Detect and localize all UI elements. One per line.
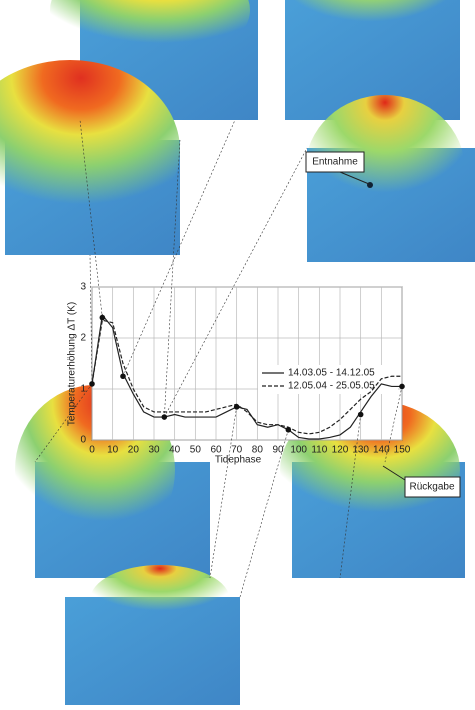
x-tick-label: 100 (290, 445, 307, 456)
plot-area (91, 286, 403, 441)
connector (34, 383, 93, 463)
annotation-arrow (339, 171, 370, 185)
x-tick-label: 70 (231, 445, 243, 456)
connector (239, 429, 289, 598)
y-tick-label: 1 (80, 384, 86, 395)
annotation-box (404, 476, 461, 498)
highlight-point (99, 314, 106, 321)
connector (89, 254, 93, 384)
highlight-point (120, 373, 126, 380)
x-tick-label: 90 (272, 445, 284, 456)
legend (258, 365, 398, 394)
x-tick-label: 50 (190, 445, 202, 456)
highlight-point (357, 411, 364, 418)
line (91, 319, 402, 435)
x-tick-label: 10 (107, 445, 119, 456)
connector (209, 406, 237, 579)
connector (122, 119, 236, 377)
legend-label: 14.03.05 - 14.12.05 (288, 368, 375, 379)
connector (79, 119, 103, 318)
connector (384, 386, 403, 463)
y-tick-label: 3 (80, 282, 86, 293)
annotation: Rückgabe (409, 482, 454, 493)
highlight-point (285, 427, 292, 433)
annotation-arrow (382, 465, 406, 481)
annotation-box (305, 151, 365, 173)
x-tick-label: 0 (89, 445, 95, 456)
x-tick-label: 40 (169, 445, 181, 456)
y-tick-label: 0 (80, 435, 86, 446)
line (91, 313, 402, 440)
connector (164, 147, 308, 418)
thermal-image (0, 60, 180, 255)
x-tick-label: 120 (332, 445, 349, 456)
highlight-point (89, 381, 95, 387)
y-tick-label: 2 (80, 333, 86, 344)
x-tick-label: 110 (311, 445, 327, 456)
x-axis-label: Tidephase (215, 455, 262, 466)
y-axis-label: Temperaturerhöhung ΔT (K) (67, 302, 78, 426)
annotation: Entnahme (312, 157, 358, 168)
legend-label: 12.05.04 - 25.05.05 (288, 381, 375, 392)
x-tick-label: 80 (252, 445, 264, 456)
highlight-point (233, 404, 240, 410)
x-tick-label: 60 (210, 445, 222, 456)
x-tick-label: 140 (373, 445, 390, 456)
x-tick-label: 30 (148, 445, 160, 456)
highlight-point (161, 414, 168, 420)
x-tick-label: 150 (394, 445, 411, 456)
x-tick-label: 20 (128, 445, 140, 456)
x-tick-label: 130 (352, 445, 369, 456)
connector (339, 414, 361, 579)
highlight-point (399, 383, 405, 390)
thermal-image (65, 565, 240, 705)
thermal-image (305, 95, 475, 262)
